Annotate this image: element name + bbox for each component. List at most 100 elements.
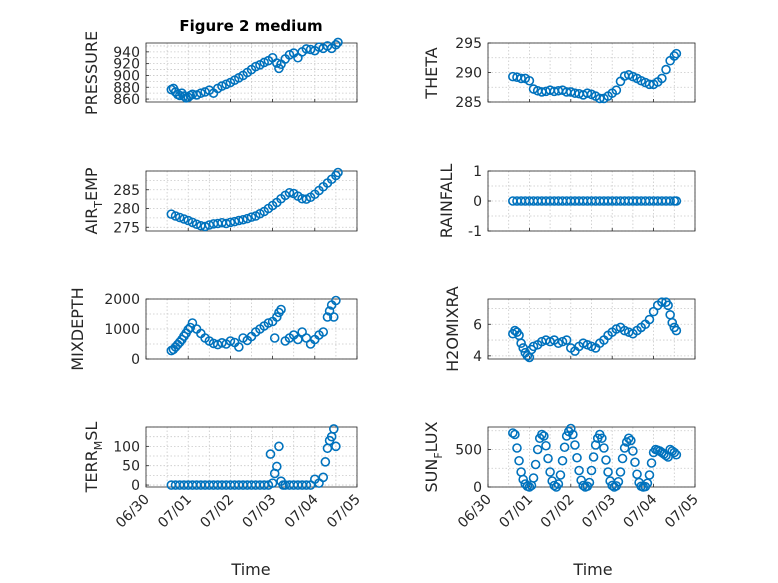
data-point: [524, 75, 535, 86]
data-point: [543, 453, 553, 464]
data-point: [265, 449, 276, 459]
y-tick-label: 100: [113, 439, 140, 455]
data-point: [657, 73, 667, 84]
y-tick-label: 900: [113, 68, 140, 84]
y-ticks: 285 290 295: [455, 36, 491, 111]
data-point: [532, 444, 543, 455]
y-tick-label: 1000: [104, 322, 140, 338]
markers: [166, 295, 341, 356]
data-point: [632, 469, 642, 480]
data-point: [568, 429, 578, 440]
data-point: [597, 433, 607, 444]
y-tick-label: 285: [113, 183, 140, 199]
y-axis-label: TERRMSL: [82, 422, 105, 494]
data-point: [545, 467, 555, 477]
data-point: [665, 309, 675, 320]
y-tick-label: 6: [473, 317, 482, 333]
data-point: [541, 440, 551, 451]
x-ticks: 06/30 07/01 07/02 07/03 07/04 07/05: [113, 484, 364, 531]
data-point: [570, 440, 580, 450]
x-tick-label: 06/30: [113, 492, 153, 532]
data-point: [644, 470, 655, 480]
data-point: [557, 455, 568, 466]
data-point: [305, 44, 316, 55]
grid: [145, 426, 358, 487]
y-tick-label: 2000: [104, 292, 140, 308]
data-point: [599, 443, 609, 453]
axes-frame: [145, 42, 358, 103]
markers: [508, 297, 682, 363]
y-axis-label: AIRTEMP: [82, 167, 105, 234]
data-point: [331, 39, 341, 50]
data-point: [619, 443, 630, 453]
data-point: [553, 479, 564, 489]
data-point: [617, 453, 628, 464]
data-point: [615, 76, 626, 87]
y-ticks: 46: [473, 317, 491, 365]
x-tick-label: 06/30: [455, 492, 495, 532]
data-point: [601, 455, 611, 465]
x-tick-label: 07/04: [282, 491, 322, 531]
y-tick-label: 0: [131, 478, 140, 494]
y-tick-label: 0: [473, 194, 482, 210]
y-tick-label: 860: [113, 92, 140, 108]
y-tick-label: 285: [455, 95, 482, 111]
data-point: [196, 88, 206, 98]
data-point: [669, 51, 680, 61]
data-point: [584, 477, 595, 488]
y-tick-label: 295: [455, 36, 482, 52]
y-axis-label: RAINFALL: [437, 164, 456, 239]
data-point: [576, 475, 586, 486]
data-point: [582, 88, 593, 98]
data-point: [328, 424, 339, 434]
x-ticks: [487, 228, 696, 231]
data-point: [555, 470, 566, 480]
y-tick-label: 0: [131, 352, 140, 368]
grid: [145, 43, 358, 102]
data-point: [644, 79, 655, 90]
data-point: [518, 474, 528, 485]
data-point: [269, 333, 280, 343]
data-point: [284, 187, 295, 198]
data-point: [514, 455, 524, 466]
data-point: [320, 457, 331, 467]
data-point: [671, 325, 682, 336]
axes-frame: [487, 298, 696, 360]
subplot-theta: 285 290 295 THETA: [422, 36, 696, 111]
data-point: [263, 318, 274, 328]
data-point: [508, 428, 518, 438]
data-point: [671, 196, 682, 206]
markers: [166, 167, 343, 232]
subplot-h2omixra: 46 H2OMIXRA: [443, 286, 696, 372]
x-tick-label: 07/03: [579, 492, 619, 532]
data-point: [669, 447, 680, 458]
subplot-mixdepth: 0 1000 2000 MIXDEPTH: [68, 287, 358, 371]
data-point: [272, 312, 282, 322]
data-point: [234, 215, 244, 226]
data-point: [528, 473, 539, 483]
data-point: [549, 480, 560, 491]
x-tick-label: 07/02: [197, 492, 237, 532]
subplot-sun-flux: 0 500 06/30 07/01 07/02 07/03 07/04 07/05 SUNF…: [422, 421, 702, 579]
x-axis-label: Time: [572, 560, 612, 579]
data-point: [259, 480, 269, 490]
subplot-air-temp: 275 280 285 AIRTEMP: [82, 167, 358, 236]
data-point: [301, 480, 312, 490]
data-point: [191, 219, 202, 230]
markers: [508, 423, 682, 492]
data-point: [331, 295, 341, 306]
x-tick-label: 07/01: [496, 492, 536, 532]
data-point: [559, 442, 570, 453]
y-tick-label: 280: [113, 202, 140, 218]
data-point: [574, 465, 584, 476]
y-axis-label: PRESSURE: [82, 31, 101, 115]
data-point: [603, 467, 613, 477]
data-point: [594, 93, 605, 104]
y-tick-label: 500: [455, 443, 482, 459]
data-point: [322, 312, 333, 322]
data-point: [661, 64, 671, 75]
data-point: [179, 214, 189, 224]
data-point: [667, 317, 678, 328]
data-point: [512, 443, 522, 453]
